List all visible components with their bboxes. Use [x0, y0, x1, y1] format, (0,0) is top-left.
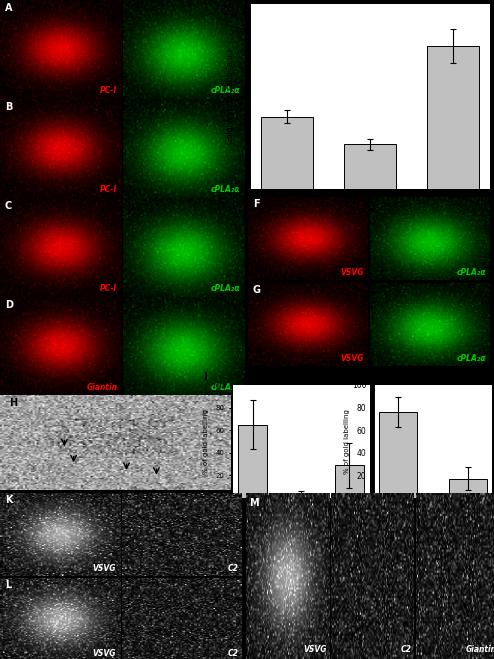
Text: Giantin: Giantin	[86, 383, 118, 392]
Bar	[344, 144, 396, 189]
Bar	[449, 479, 487, 498]
Text: A: A	[5, 3, 12, 13]
Bar	[427, 45, 479, 189]
Text: VSVG: VSVG	[341, 268, 365, 277]
Text: cPLA₂α: cPLA₂α	[211, 185, 241, 194]
Text: C2: C2	[401, 645, 412, 654]
Text: cPLA₂α: cPLA₂α	[211, 86, 241, 95]
Text: L: L	[5, 581, 11, 590]
Text: J: J	[346, 372, 350, 382]
Y-axis label: % of gold labelling: % of gold labelling	[204, 409, 209, 474]
Bar	[287, 496, 316, 498]
Bar	[335, 465, 364, 498]
Text: VSVG: VSVG	[341, 354, 365, 362]
Text: cPLA₂α: cPLA₂α	[457, 354, 487, 362]
Text: M: M	[249, 498, 259, 508]
Text: PC-I: PC-I	[100, 86, 118, 95]
Text: I: I	[205, 372, 208, 382]
Text: VSVG: VSVG	[303, 645, 327, 654]
Y-axis label: % of gold labelling: % of gold labelling	[344, 409, 350, 474]
Bar	[261, 117, 313, 189]
Text: PC-I: PC-I	[100, 185, 118, 194]
Text: cPLA₂α: cPLA₂α	[457, 268, 487, 277]
Text: C: C	[5, 201, 12, 211]
Text: C2: C2	[228, 648, 239, 658]
Text: VSVG: VSVG	[93, 648, 117, 658]
Text: C2: C2	[228, 563, 239, 573]
Text: cPLA₂α: cPLA₂α	[211, 284, 241, 293]
Bar	[379, 412, 417, 498]
Text: K: K	[5, 496, 12, 505]
Text: Giantin: Giantin	[465, 645, 494, 654]
Text: G: G	[253, 285, 261, 295]
Text: B: B	[5, 102, 12, 112]
Bar	[238, 424, 267, 498]
Text: PC-I: PC-I	[100, 284, 118, 293]
Text: VSVG: VSVG	[93, 563, 117, 573]
Text: D: D	[5, 300, 13, 310]
Text: H: H	[9, 398, 17, 408]
Y-axis label: Golgi /cytosol ratio (a.u.): Golgi /cytosol ratio (a.u.)	[226, 49, 235, 144]
Text: F: F	[253, 200, 259, 210]
Text: cPLA₂α: cPLA₂α	[211, 383, 241, 392]
